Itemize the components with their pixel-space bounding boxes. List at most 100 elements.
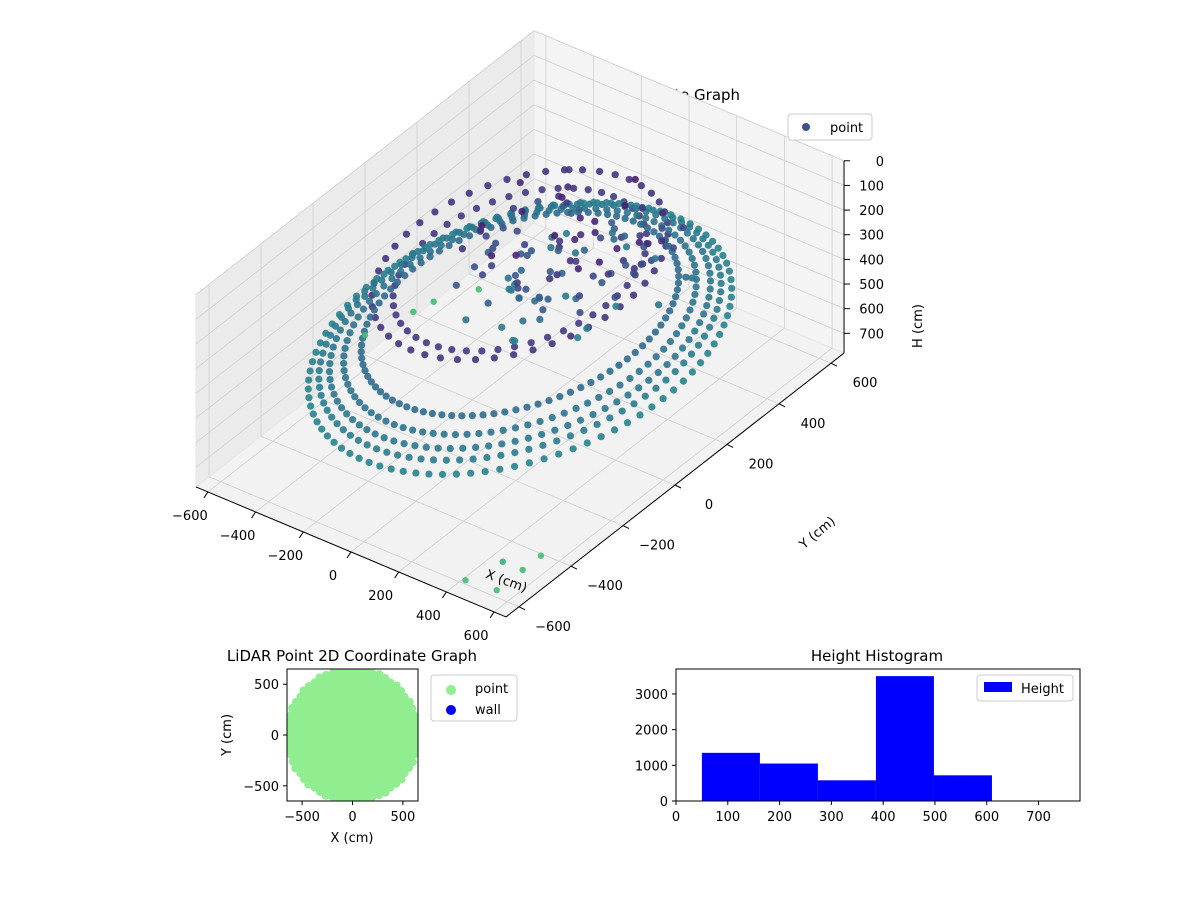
data-point [626,374,634,382]
gridline-left-z [195,79,535,345]
edge-point [392,779,401,788]
data-point [370,278,378,287]
data-point-cluster [458,245,466,253]
edge-point [348,669,357,675]
data-point [346,329,354,337]
data-point [429,429,437,437]
data-point [715,296,724,305]
data-point-cluster [513,227,521,235]
data-point [366,313,374,321]
data-point [704,241,712,249]
data-point [372,289,380,298]
data-point [597,373,605,381]
data-point-inner [391,242,399,250]
edge-point [386,783,395,792]
data-point-cluster [547,244,555,252]
data-point [551,426,559,434]
data-point-inner [510,343,519,351]
edge-point [288,757,297,766]
data-point-inner [567,332,575,340]
data-point [665,226,673,234]
data-point [387,285,395,293]
data-point [408,253,416,262]
data-point [330,390,338,398]
data-point [346,431,355,439]
data-point [720,321,728,329]
data-point-inner [389,302,398,310]
edge-point [414,737,418,746]
data-point [350,321,358,329]
data-point [635,367,643,375]
y-tick [830,362,838,367]
data-point-cluster [518,207,526,216]
data-point [315,375,323,383]
data-point [320,399,328,407]
data-point-cluster [505,285,513,293]
data-point [531,212,539,220]
data-point-inner [611,171,619,179]
data-point-inner [625,175,633,184]
edge-point [328,792,337,801]
data-point-inner [430,230,438,238]
data-point [459,444,467,452]
data-point [610,426,619,434]
data-point [305,376,313,384]
data-point-cluster [651,255,659,263]
x-tick [441,591,447,599]
data-point-cluster [622,261,630,269]
data-point-inner [412,333,420,341]
x-tick-label: 200 [767,810,792,825]
data-point [318,425,326,433]
data-point [671,231,679,239]
z-tick-label: 200 [859,204,884,219]
data-point [714,244,722,252]
histogram-bar [817,780,876,801]
data-point-inner [484,182,492,190]
data-point-outlier [430,298,437,305]
y-tick-label: 600 [853,376,878,391]
y-tick-label: 0 [705,498,713,513]
data-point [654,368,662,377]
data-point-cluster [564,183,572,191]
data-point-inner [494,345,502,354]
data-point [676,236,685,244]
data-point [670,386,678,394]
gridline-back-z [533,55,845,186]
data-point [326,331,334,339]
data-point [524,434,533,442]
data-point-cluster [544,295,552,303]
data-point [523,403,531,411]
data-point [328,413,336,421]
data-point [511,449,519,457]
data-point [702,254,710,262]
data-point-cluster [644,240,652,248]
data-point [715,263,723,271]
gridline-left-z [195,55,535,320]
x-tick-label: −500 [284,810,320,825]
data-point [569,445,577,453]
histogram-bar [759,763,818,801]
y-tick [518,606,526,611]
data-point [606,387,614,396]
histogram-bar [701,752,760,801]
data-point [680,359,688,367]
data-point [422,443,430,451]
data-point-inner [647,189,656,197]
data-point-cluster [565,166,573,174]
edge-point [362,796,371,801]
data-point [343,410,351,418]
data-point [333,420,341,428]
data-point [305,394,313,402]
data-point-inner [434,343,443,351]
data-point [467,469,475,477]
data-point [435,247,443,255]
data-point [723,259,731,267]
data-point [700,310,708,318]
data-point [483,453,491,462]
data-point [414,247,422,256]
data-point-cluster [620,232,629,240]
data-point [642,214,650,222]
z-tick-label: 400 [859,253,884,268]
data-point [603,210,612,219]
data-point [365,297,374,305]
